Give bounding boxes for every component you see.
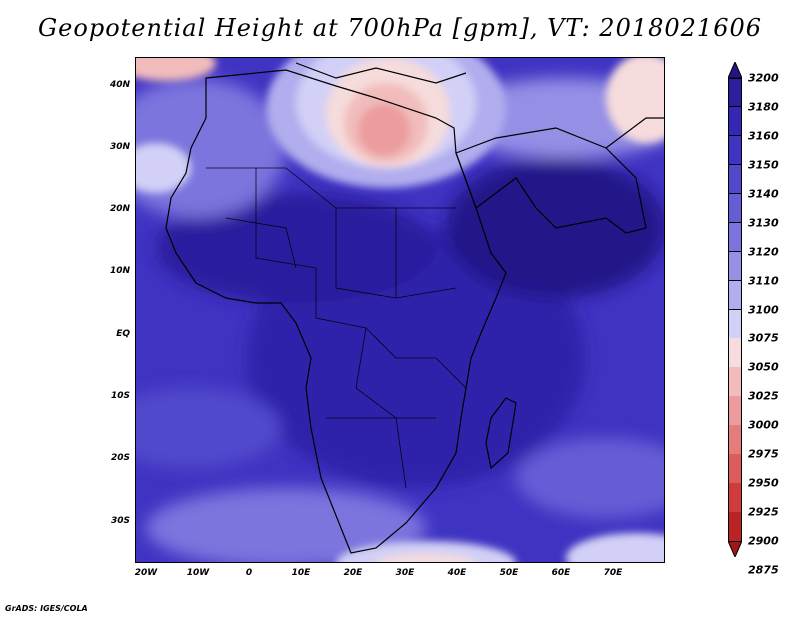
colorbar-level-label: 3075 (748, 331, 779, 345)
lat-label: 30S (110, 516, 130, 526)
colorbar-level-label: 3050 (748, 360, 779, 374)
colorbar (728, 62, 742, 557)
map-plot-area (135, 57, 665, 563)
field-south-band (146, 488, 426, 562)
lat-label: 30N (109, 142, 130, 152)
colorbar-box (728, 222, 742, 253)
lon-label: 50E (499, 568, 519, 578)
colorbar-box (728, 135, 742, 166)
lon-label: 20E (343, 568, 363, 578)
colorbar-box (728, 512, 742, 542)
footer-credit: GrADS: IGES/COLA (5, 604, 88, 613)
colorbar-level-label: 2950 (748, 476, 779, 490)
colorbar-box (728, 78, 742, 108)
colorbar-level-label: 3140 (748, 187, 779, 201)
lat-label: 20N (109, 204, 130, 214)
field-ne-pink (606, 58, 664, 143)
field-sahel-band (156, 193, 436, 303)
lon-label: 10E (291, 568, 311, 578)
lon-label: 10W (186, 568, 210, 578)
field-nw-light (136, 143, 191, 193)
colorbar-level-label: 2900 (748, 534, 779, 548)
lat-label: EQ (116, 329, 130, 339)
field-med-core (358, 104, 410, 156)
colorbar-box (728, 193, 742, 224)
lon-label: 30E (395, 568, 415, 578)
colorbar-top-arrow (728, 62, 742, 79)
colorbar-level-label: 3150 (748, 158, 779, 172)
colorbar-level-label: 2925 (748, 505, 779, 519)
lon-label: 70E (603, 568, 623, 578)
colorbar-box (728, 164, 742, 195)
colorbar-bottom-arrow (728, 540, 742, 557)
colorbar-box (728, 396, 742, 426)
field-s-pink (377, 554, 475, 562)
field-s-light (336, 541, 516, 562)
height-field-map (136, 58, 664, 562)
colorbar-level-label: 3180 (748, 100, 779, 114)
field-atlantic-band (136, 388, 281, 468)
lat-label: 10N (109, 266, 130, 276)
lat-label: 20S (110, 453, 130, 463)
colorbar-level-label: 3100 (748, 303, 779, 316)
field-se-light (566, 533, 664, 562)
colorbar-level-label: 3200 (748, 71, 779, 85)
colorbar-box (728, 280, 742, 310)
colorbar-level-label: 2875 (748, 563, 779, 577)
country-borders (206, 167, 467, 489)
lon-label: 40E (447, 568, 467, 578)
colorbar-box (728, 367, 742, 397)
colorbar-level-label: 3130 (748, 216, 779, 230)
colorbar-box (728, 106, 742, 137)
field-nw-pink (136, 58, 216, 81)
colorbar-level-label: 3025 (748, 389, 779, 403)
persia-coastline (605, 117, 664, 149)
lat-label: 40N (109, 80, 130, 90)
chart-title: Geopotential Height at 700hPa [gpm], VT:… (38, 14, 762, 42)
lon-label: 20W (134, 568, 158, 578)
madagascar-coastline (485, 397, 517, 470)
field-indian-band (516, 438, 664, 518)
colorbar-box (728, 309, 742, 339)
lon-label: 60E (551, 568, 571, 578)
arabia-coastline (455, 127, 647, 234)
colorbar-level-label: 3110 (748, 274, 779, 288)
colorbar-level-label: 3000 (748, 418, 779, 432)
colorbar-level-label: 2975 (748, 447, 779, 461)
field-arabia-high (446, 158, 664, 298)
colorbar-box (728, 483, 742, 513)
colorbar-level-label: 3160 (748, 129, 779, 143)
colorbar-level-label: 3120 (748, 245, 779, 259)
colorbar-box (728, 338, 742, 368)
coastlines (165, 62, 664, 554)
lat-label: 10S (110, 391, 130, 401)
colorbar-box (728, 251, 742, 282)
colorbar-box (728, 425, 742, 455)
europe-coastline (295, 62, 467, 84)
colorbar-box (728, 454, 742, 484)
lon-label: 0 (245, 568, 253, 578)
